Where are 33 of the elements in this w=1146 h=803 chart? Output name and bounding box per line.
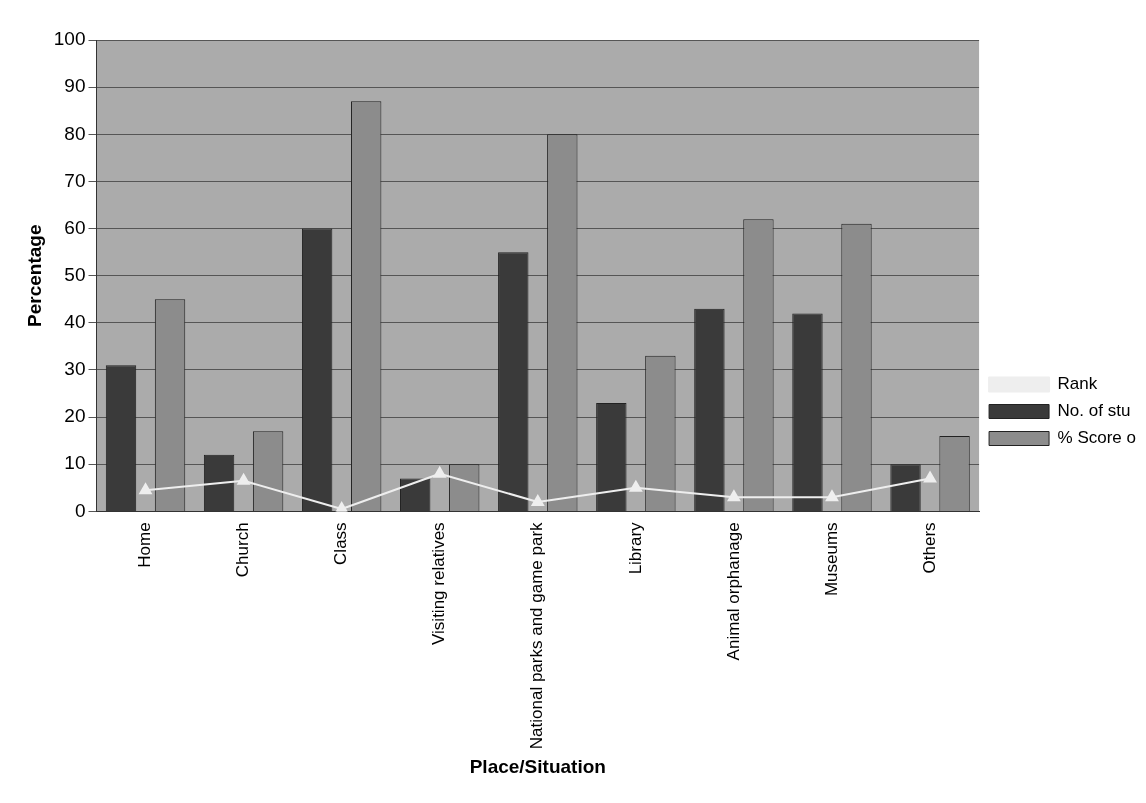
point bbox=[629, 480, 643, 492]
legend-label: Rank bbox=[1057, 374, 1098, 394]
x-tick-label: Home bbox=[135, 522, 155, 568]
point bbox=[531, 494, 544, 506]
x-tick-label: Church bbox=[233, 522, 253, 578]
y-tick-label: 50 bbox=[64, 263, 86, 285]
y-tick-label: 90 bbox=[64, 75, 86, 97]
point bbox=[923, 471, 937, 483]
y-tick-label: 80 bbox=[64, 122, 86, 144]
y-tick-label: 0 bbox=[74, 499, 86, 521]
x-tick-label: Class bbox=[331, 522, 351, 565]
x-tick-label: Visiting relatives bbox=[429, 522, 449, 645]
legend-label: No. of stu bbox=[1057, 401, 1131, 421]
point bbox=[825, 490, 839, 502]
y-tick-label: 10 bbox=[64, 452, 86, 474]
legend-label: % Score o bbox=[1057, 428, 1137, 448]
point bbox=[237, 473, 250, 485]
y-tick-label: 20 bbox=[64, 405, 86, 427]
y-tick-label: 100 bbox=[53, 28, 86, 50]
x-tick-label: Museums bbox=[821, 522, 841, 597]
y-tick-label: 70 bbox=[64, 169, 86, 191]
point bbox=[139, 483, 152, 495]
y-tick-label: 40 bbox=[64, 311, 86, 333]
point bbox=[727, 490, 741, 502]
y-tick-label: 30 bbox=[64, 358, 86, 380]
y-tick-label: 60 bbox=[64, 216, 86, 238]
x-tick-label: Library bbox=[625, 521, 645, 575]
point bbox=[433, 466, 446, 478]
x-tick-label: National parks and game park bbox=[527, 521, 547, 750]
y-axis-title: Percentage bbox=[23, 224, 45, 327]
x-tick-label: Animal orphanage bbox=[723, 522, 743, 661]
x-axis-title: Place/Situation bbox=[469, 755, 606, 777]
x-tick-label: Others bbox=[919, 522, 939, 574]
